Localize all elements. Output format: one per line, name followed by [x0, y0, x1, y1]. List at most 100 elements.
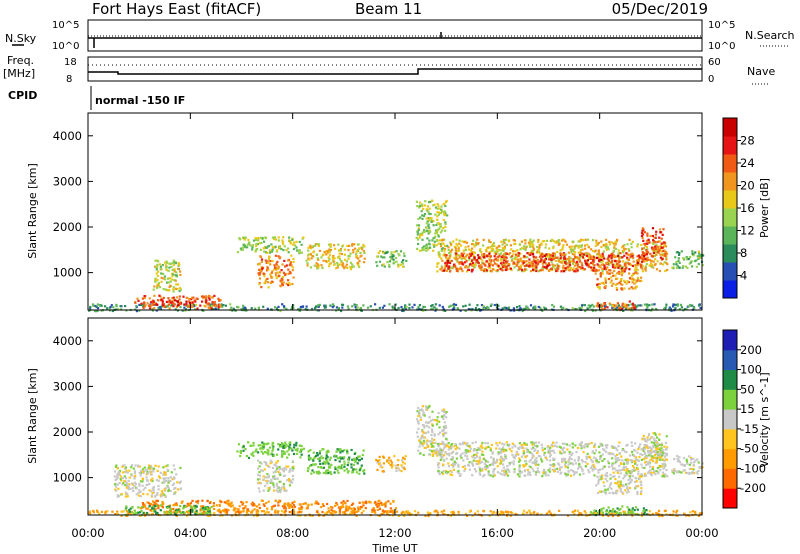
data-cell	[357, 455, 360, 458]
data-cell	[553, 252, 556, 255]
data-cell	[161, 501, 164, 504]
data-cell	[640, 263, 643, 266]
data-cell	[158, 286, 161, 289]
data-cell	[185, 300, 188, 303]
data-cell	[378, 507, 381, 510]
data-cell	[246, 508, 249, 511]
data-cell	[630, 513, 633, 516]
data-cell	[167, 303, 170, 306]
data-cell	[120, 514, 123, 517]
data-cell	[553, 451, 556, 454]
data-cell	[291, 449, 294, 452]
data-cell	[92, 304, 95, 307]
data-cell	[264, 236, 267, 239]
data-cell	[441, 247, 445, 250]
data-cell	[344, 265, 347, 268]
data-cell	[476, 459, 479, 463]
data-cell	[165, 510, 168, 513]
data-cell	[196, 307, 199, 310]
data-cell	[356, 457, 359, 460]
data-cell	[206, 508, 209, 511]
data-cell	[554, 259, 558, 262]
colorbar-tick-label: 8	[740, 246, 747, 260]
data-cell	[548, 455, 552, 458]
data-cell	[602, 244, 605, 247]
data-cell	[457, 247, 460, 250]
data-cell	[277, 470, 280, 473]
data-cell	[382, 512, 385, 515]
data-cell	[424, 446, 427, 449]
data-cell	[417, 306, 420, 309]
data-cell	[290, 447, 293, 450]
data-cell	[357, 506, 360, 509]
data-cell	[505, 472, 508, 476]
data-cell	[518, 446, 521, 449]
data-cell	[450, 243, 453, 246]
data-cell	[288, 283, 292, 286]
data-cell	[626, 256, 629, 259]
data-cell	[535, 457, 538, 460]
data-cell	[642, 458, 645, 461]
data-cell	[133, 481, 136, 484]
data-cell	[552, 252, 555, 255]
data-cell	[152, 486, 155, 489]
data-cell	[470, 270, 473, 273]
data-cell	[463, 252, 466, 255]
data-cell	[543, 258, 547, 261]
data-cell	[447, 267, 450, 270]
data-cell	[357, 249, 360, 252]
data-cell	[601, 269, 604, 273]
data-cell	[592, 263, 595, 266]
data-cell	[124, 480, 127, 483]
data-cell	[135, 305, 138, 308]
data-cell	[419, 442, 422, 445]
data-cell	[353, 303, 356, 306]
data-cell	[337, 449, 340, 452]
data-cell	[329, 248, 333, 252]
data-cell	[619, 283, 622, 286]
data-cell	[276, 511, 279, 514]
data-cell	[421, 214, 424, 217]
data-cell	[258, 273, 261, 276]
data-cell	[137, 506, 140, 509]
data-cell	[579, 251, 582, 254]
data-cell	[445, 426, 448, 429]
data-cell	[534, 306, 537, 309]
data-cell	[364, 507, 367, 510]
data-cell	[491, 245, 494, 248]
data-cell	[604, 277, 607, 280]
data-cell	[281, 284, 284, 287]
data-cell	[609, 269, 612, 272]
data-cell	[466, 253, 469, 256]
data-cell	[287, 259, 290, 262]
data-cell	[473, 256, 476, 259]
data-cell	[346, 452, 349, 455]
data-cell	[689, 511, 692, 514]
data-cell	[429, 230, 432, 233]
data-cell	[641, 237, 644, 240]
data-cell	[376, 468, 379, 471]
data-cell	[556, 263, 559, 266]
data-cell	[442, 417, 445, 420]
data-cell	[421, 248, 424, 251]
data-cell	[114, 513, 117, 516]
data-cell	[527, 241, 531, 244]
data-cell	[476, 455, 479, 458]
data-cell	[598, 282, 601, 285]
data-cell	[356, 462, 359, 465]
data-cell	[377, 251, 380, 255]
data-cell	[167, 277, 170, 280]
data-cell	[423, 248, 426, 251]
data-cell	[426, 229, 429, 232]
data-cell	[362, 449, 365, 452]
data-cell	[457, 463, 460, 466]
data-cell	[378, 455, 381, 458]
data-cell	[584, 261, 587, 264]
data-cell	[397, 263, 400, 266]
data-cell	[511, 511, 514, 514]
data-cell	[354, 305, 357, 309]
data-cell	[445, 263, 448, 267]
data-cell	[562, 264, 565, 267]
data-cell	[431, 454, 434, 457]
data-cell	[169, 301, 172, 304]
